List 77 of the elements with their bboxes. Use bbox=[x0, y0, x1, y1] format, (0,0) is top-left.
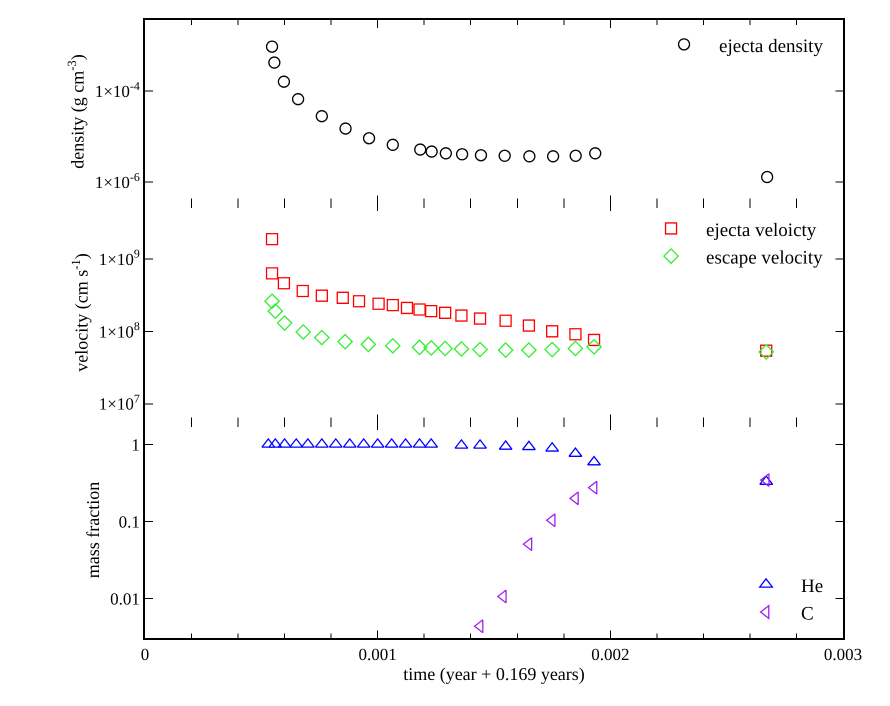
point bbox=[276, 315, 292, 331]
point bbox=[523, 150, 536, 162]
point bbox=[426, 145, 438, 158]
point bbox=[544, 342, 560, 358]
y-tick-label: 1×10$^{8}$ bbox=[98, 319, 140, 342]
point bbox=[292, 93, 304, 106]
point bbox=[267, 303, 284, 319]
point bbox=[588, 334, 600, 346]
point bbox=[522, 319, 536, 332]
point bbox=[474, 149, 488, 162]
point bbox=[268, 56, 281, 69]
y-tick-label: 1×10$^{-4}$ bbox=[94, 78, 140, 101]
point bbox=[586, 339, 602, 355]
point bbox=[472, 342, 488, 358]
point bbox=[278, 277, 290, 290]
point bbox=[352, 295, 366, 308]
y-tick-label: 1×10$^{-6}$ bbox=[94, 170, 140, 192]
point bbox=[337, 334, 353, 350]
point bbox=[386, 298, 399, 312]
point bbox=[266, 267, 278, 280]
point bbox=[266, 233, 278, 246]
point bbox=[498, 150, 511, 162]
point bbox=[296, 284, 309, 298]
point bbox=[521, 342, 537, 358]
point bbox=[456, 148, 468, 160]
point bbox=[372, 298, 385, 310]
point bbox=[264, 293, 280, 310]
y-axis-title: mass fraction bbox=[82, 482, 103, 578]
point bbox=[570, 150, 582, 162]
point bbox=[336, 292, 349, 304]
legend-label: He bbox=[801, 576, 824, 597]
point bbox=[546, 325, 558, 338]
legend-label: C bbox=[801, 603, 814, 624]
point bbox=[474, 312, 486, 325]
x-tick-label: 0 bbox=[140, 645, 150, 664]
point bbox=[440, 147, 452, 160]
point bbox=[499, 314, 512, 327]
legend-label: escape velocity bbox=[706, 248, 824, 269]
point bbox=[438, 306, 452, 319]
point bbox=[758, 344, 774, 360]
point bbox=[314, 330, 330, 346]
point bbox=[546, 150, 560, 162]
y-tick-label: 0.1 bbox=[118, 512, 140, 532]
point bbox=[414, 143, 426, 156]
y-tick-label: 1×10$^{9}$ bbox=[98, 246, 140, 269]
x-axis-title: time (year + 0.169 years) bbox=[403, 664, 585, 684]
x-tick-label: 0.003 bbox=[824, 645, 862, 664]
point bbox=[384, 338, 401, 354]
point bbox=[316, 110, 328, 122]
point bbox=[316, 290, 328, 302]
point bbox=[498, 342, 514, 358]
point bbox=[360, 336, 376, 352]
point bbox=[362, 132, 376, 144]
point bbox=[278, 76, 290, 88]
legend-label: ejecta density bbox=[719, 36, 824, 57]
point bbox=[400, 302, 414, 314]
point bbox=[589, 147, 602, 160]
point bbox=[423, 340, 439, 356]
point bbox=[455, 309, 468, 322]
point bbox=[339, 122, 352, 135]
y-tick-label: 1×10$^{7}$ bbox=[98, 392, 140, 414]
point bbox=[425, 304, 438, 318]
y-tick-label: 1 bbox=[131, 435, 140, 454]
point bbox=[295, 324, 312, 340]
point bbox=[569, 328, 582, 340]
point bbox=[412, 340, 428, 356]
legend-label: ejecta veloicty bbox=[706, 220, 817, 241]
y-tick-label: 0.01 bbox=[110, 590, 140, 609]
point bbox=[437, 340, 453, 356]
point bbox=[568, 340, 584, 356]
point bbox=[386, 138, 399, 151]
point bbox=[266, 40, 278, 53]
x-tick-label: 0.001 bbox=[358, 645, 397, 664]
point bbox=[454, 341, 470, 357]
point bbox=[761, 170, 774, 184]
x-tick-label: 0.002 bbox=[591, 645, 630, 664]
point bbox=[413, 303, 426, 316]
